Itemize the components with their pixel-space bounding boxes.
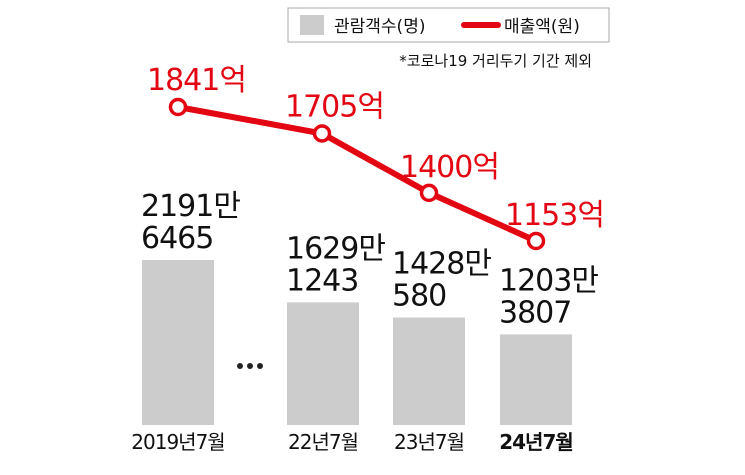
revenue-value-label: 1400억 bbox=[400, 150, 499, 185]
bar-value-label: 1243 bbox=[286, 263, 358, 298]
revenue-point bbox=[312, 124, 332, 143]
category-label: 2019년7월 bbox=[131, 430, 224, 454]
category-labels-layer: 2019년7월 22년7월 23년7월 24년7월 bbox=[131, 430, 574, 454]
revenue-line bbox=[175, 104, 539, 244]
category-label: 23년7월 bbox=[394, 430, 464, 454]
bar-4 bbox=[500, 334, 572, 425]
gap-dot bbox=[237, 363, 243, 369]
bar-value-label: 6465 bbox=[141, 221, 213, 256]
bar-value-label: 3807 bbox=[499, 295, 571, 330]
revenue-value-label: 1705억 bbox=[285, 89, 384, 124]
gap-dot bbox=[247, 363, 253, 369]
legend-bar-label: 관람객수(명) bbox=[334, 17, 425, 37]
revenue-value-label: 1153억 bbox=[505, 198, 604, 233]
revenue-point bbox=[526, 231, 546, 251]
bar-value-label: 2191만 bbox=[141, 189, 240, 224]
gap-dot bbox=[257, 363, 263, 369]
bar-2 bbox=[287, 302, 359, 425]
bars-layer bbox=[142, 260, 572, 425]
bar-value-label: 1629만 bbox=[286, 231, 385, 266]
legend-box bbox=[287, 7, 610, 43]
revenue-point bbox=[168, 97, 188, 117]
legend: 관람객수(명) 매출액(원) bbox=[287, 7, 610, 43]
category-gap-dots bbox=[237, 363, 263, 369]
bar-value-label: 580 bbox=[392, 278, 446, 313]
bar-value-label: 1203만 bbox=[499, 263, 598, 298]
category-label: 24년7월 bbox=[499, 430, 573, 454]
legend-bar-swatch bbox=[300, 15, 324, 35]
bar-1 bbox=[142, 260, 214, 425]
chart-note: *코로나19 거리두기 기간 제외 bbox=[399, 52, 592, 70]
revenue-value-label: 1841억 bbox=[147, 63, 246, 98]
revenue-point bbox=[419, 183, 439, 203]
category-label: 22년7월 bbox=[288, 430, 358, 454]
bar-3 bbox=[393, 317, 465, 425]
legend-line-label: 매출액(원) bbox=[504, 17, 580, 37]
bar-value-label: 1428만 bbox=[392, 246, 491, 281]
